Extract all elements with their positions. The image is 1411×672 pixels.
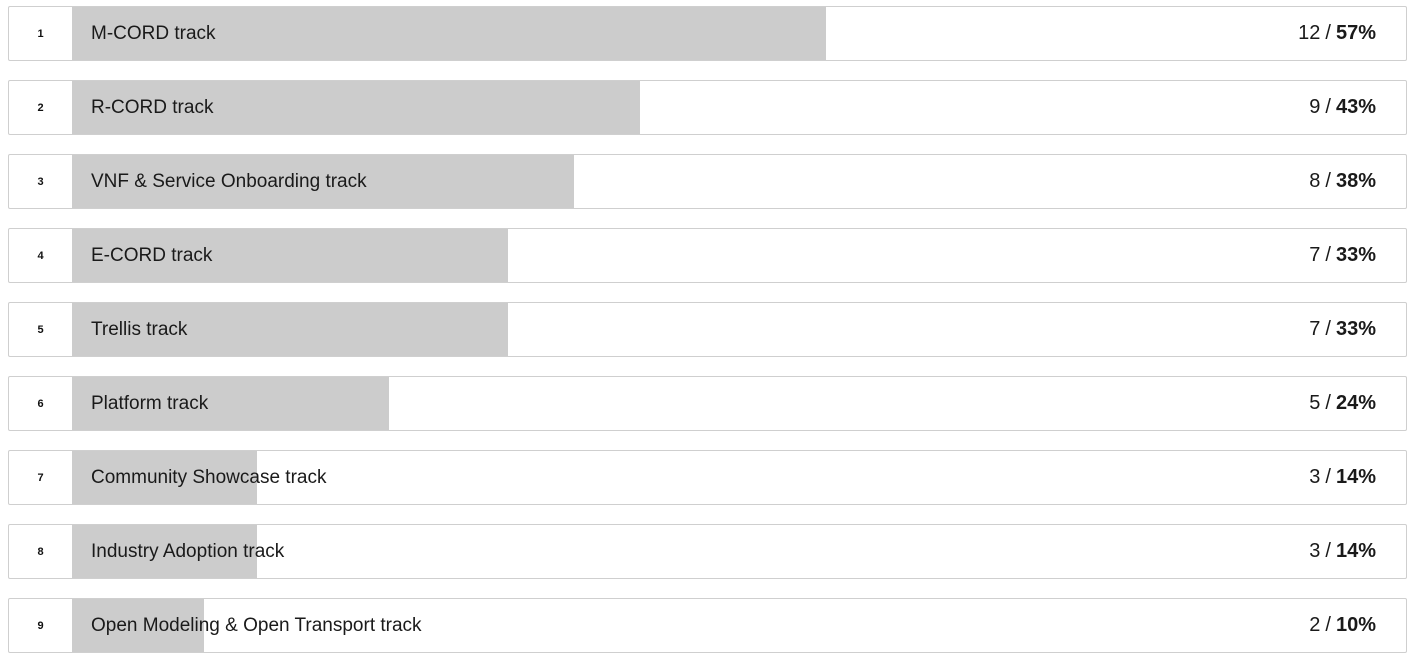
- vote-count: 5: [1309, 392, 1321, 414]
- vote-percent: 33%: [1335, 318, 1376, 340]
- result-row: 1 M-CORD track 12 / 57%: [8, 6, 1407, 61]
- vote-count: 12: [1298, 22, 1321, 44]
- rank-number: 4: [37, 249, 44, 262]
- vote-stat: 3 / 14%: [1309, 525, 1376, 578]
- vote-stat: 7 / 33%: [1309, 229, 1376, 282]
- bar-area: M-CORD track 12 / 57%: [72, 7, 1394, 60]
- vote-percent: 14%: [1335, 466, 1376, 488]
- vote-stat: 7 / 33%: [1309, 303, 1376, 356]
- result-bar: [72, 599, 205, 652]
- option-label: M-CORD track: [91, 22, 216, 44]
- vote-percent: 57%: [1335, 22, 1376, 44]
- vote-stat: 8 / 38%: [1309, 155, 1376, 208]
- rank-number: 7: [37, 471, 44, 484]
- result-row: 6 Platform track 5 / 24%: [8, 376, 1407, 431]
- separator: /: [1325, 244, 1331, 266]
- result-row: 9 Open Modeling & Open Transport track 2…: [8, 598, 1407, 653]
- result-bar: [72, 377, 390, 430]
- rank-number: 5: [37, 323, 44, 336]
- vote-percent: 43%: [1335, 96, 1376, 118]
- result-row: 8 Industry Adoption track 3 / 14%: [8, 524, 1407, 579]
- result-row: 7 Community Showcase track 3 / 14%: [8, 450, 1407, 505]
- bar-area: Platform track 5 / 24%: [72, 377, 1394, 430]
- result-bar: [72, 451, 258, 504]
- vote-percent: 24%: [1335, 392, 1376, 414]
- result-bar: [72, 303, 509, 356]
- vote-stat: 3 / 14%: [1309, 451, 1376, 504]
- option-label: Community Showcase track: [91, 466, 327, 488]
- vote-count: 2: [1309, 614, 1321, 636]
- separator: /: [1325, 170, 1331, 192]
- separator: /: [1325, 466, 1331, 488]
- vote-count: 3: [1309, 466, 1321, 488]
- vote-count: 8: [1309, 170, 1321, 192]
- vote-stat: 12 / 57%: [1298, 7, 1376, 60]
- vote-stat: 5 / 24%: [1309, 377, 1376, 430]
- vote-count: 9: [1309, 96, 1321, 118]
- vote-percent: 33%: [1335, 244, 1376, 266]
- vote-stat: 9 / 43%: [1309, 81, 1376, 134]
- option-label: Open Modeling & Open Transport track: [91, 614, 422, 636]
- rank-number: 6: [37, 397, 44, 410]
- bar-area: Open Modeling & Open Transport track 2 /…: [72, 599, 1394, 652]
- option-label: Trellis track: [91, 318, 188, 340]
- bar-area: R-CORD track 9 / 43%: [72, 81, 1394, 134]
- vote-stat: 2 / 10%: [1309, 599, 1376, 652]
- result-row: 2 R-CORD track 9 / 43%: [8, 80, 1407, 135]
- result-bar: [72, 7, 826, 60]
- bar-area: VNF & Service Onboarding track 8 / 38%: [72, 155, 1394, 208]
- result-row: 5 Trellis track 7 / 33%: [8, 302, 1407, 357]
- option-label: VNF & Service Onboarding track: [91, 170, 367, 192]
- vote-percent: 14%: [1335, 540, 1376, 562]
- separator: /: [1325, 318, 1331, 340]
- rank-number: 2: [37, 101, 44, 114]
- vote-percent: 10%: [1335, 614, 1376, 636]
- bar-area: E-CORD track 7 / 33%: [72, 229, 1394, 282]
- result-bar: [72, 229, 509, 282]
- rank-number: 9: [37, 619, 44, 632]
- result-bar: [72, 155, 575, 208]
- vote-count: 7: [1309, 318, 1321, 340]
- bar-area: Trellis track 7 / 33%: [72, 303, 1394, 356]
- separator: /: [1325, 392, 1331, 414]
- rank-number: 1: [37, 27, 44, 40]
- vote-count: 7: [1309, 244, 1321, 266]
- option-label: E-CORD track: [91, 244, 213, 266]
- result-row: 3 VNF & Service Onboarding track 8 / 38%: [8, 154, 1407, 209]
- bar-area: Industry Adoption track 3 / 14%: [72, 525, 1394, 578]
- result-bar: [72, 525, 258, 578]
- separator: /: [1325, 96, 1331, 118]
- separator: /: [1325, 614, 1331, 636]
- results-list: 1 M-CORD track 12 / 57% 2 R-CORD track 9…: [8, 6, 1407, 672]
- option-label: R-CORD track: [91, 96, 214, 118]
- separator: /: [1325, 540, 1331, 562]
- bar-area: Community Showcase track 3 / 14%: [72, 451, 1394, 504]
- rank-number: 3: [37, 175, 44, 188]
- option-label: Platform track: [91, 392, 209, 414]
- vote-count: 3: [1309, 540, 1321, 562]
- vote-percent: 38%: [1335, 170, 1376, 192]
- result-row: 4 E-CORD track 7 / 33%: [8, 228, 1407, 283]
- rank-number: 8: [37, 545, 44, 558]
- option-label: Industry Adoption track: [91, 540, 285, 562]
- separator: /: [1325, 22, 1331, 44]
- result-bar: [72, 81, 641, 134]
